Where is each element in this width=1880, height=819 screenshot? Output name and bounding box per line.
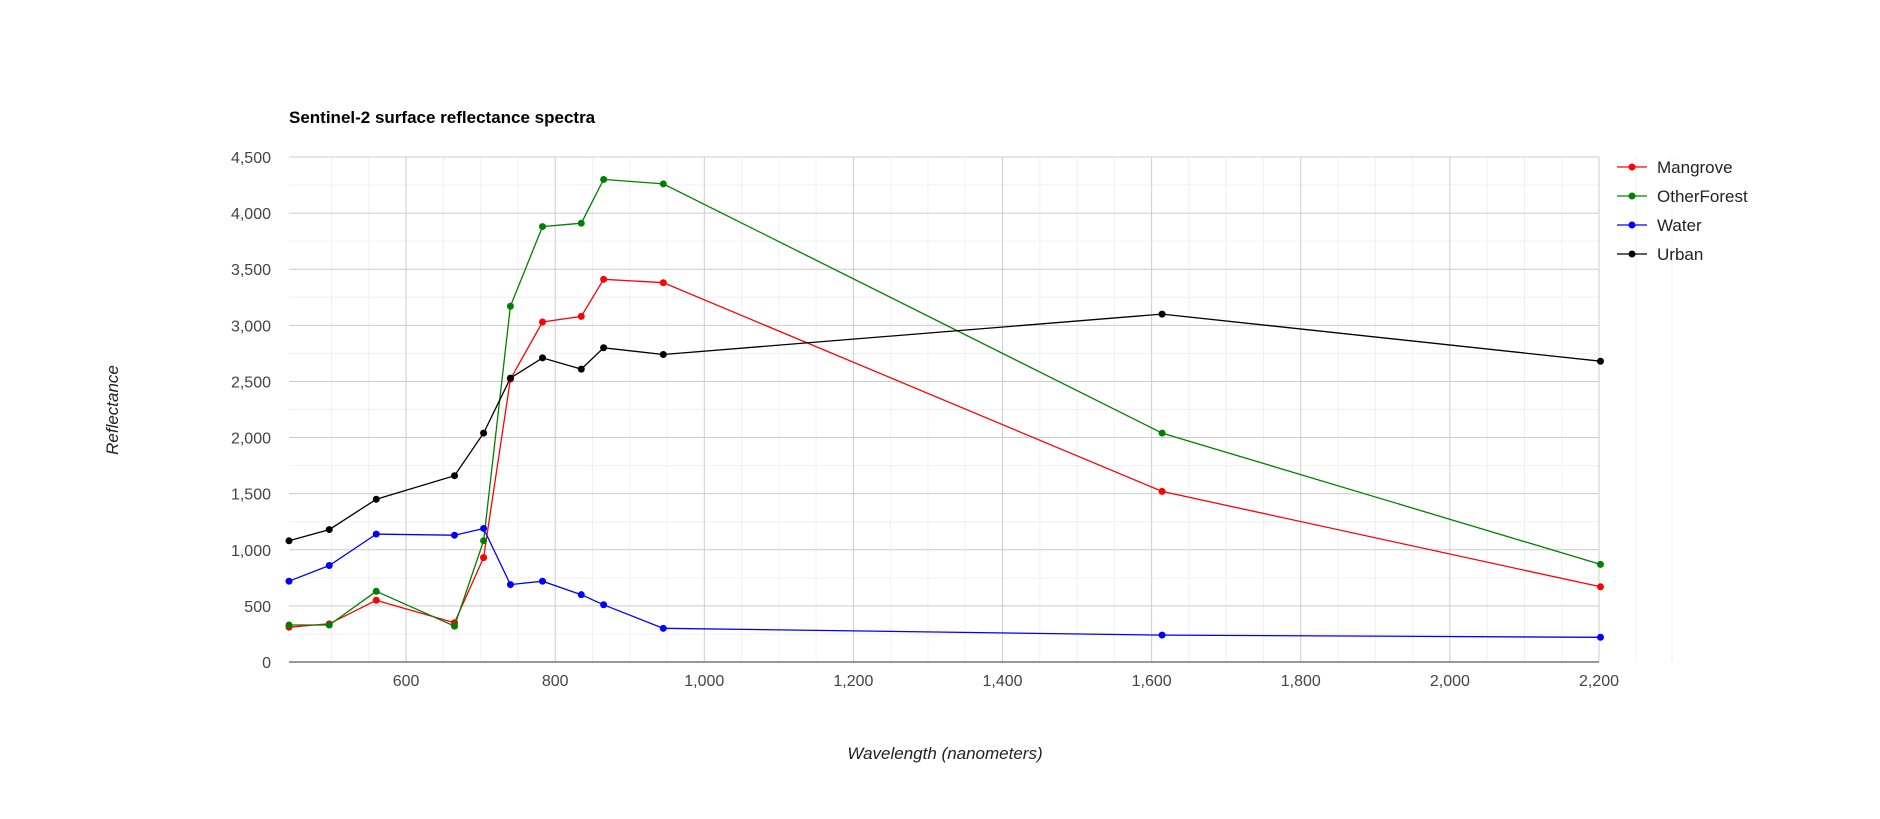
data-point-water[interactable] [285,577,293,585]
legend-label: Mangrove [1657,158,1733,177]
grid [289,156,1673,663]
data-point-mangrove[interactable] [1158,487,1166,495]
series-line-urban [288,313,1601,542]
legend-item-mangrove[interactable]: Mangrove [1617,158,1733,177]
legend-item-otherforest[interactable]: OtherForest [1617,187,1748,206]
series-water [285,524,1604,641]
data-point-urban[interactable] [480,429,488,437]
data-point-water[interactable] [372,530,380,538]
data-point-urban[interactable] [451,472,459,480]
data-point-mangrove[interactable] [1596,583,1604,591]
x-tick-label: 1,800 [1281,673,1321,690]
data-point-otherforest[interactable] [285,621,293,629]
data-point-mangrove[interactable] [577,312,585,320]
series-line-otherforest [289,178,1601,627]
data-point-mangrove[interactable] [372,596,380,604]
legend-label: Urban [1657,245,1703,264]
data-point-mangrove[interactable] [480,554,488,562]
data-point-otherforest[interactable] [600,175,608,183]
data-point-otherforest[interactable] [577,219,585,227]
data-point-urban[interactable] [325,526,333,534]
data-point-urban[interactable] [506,374,514,382]
data-point-otherforest[interactable] [659,180,667,188]
x-tick-label: 2,000 [1430,673,1470,690]
data-point-mangrove[interactable] [539,318,547,326]
data-point-otherforest[interactable] [451,622,459,630]
data-point-otherforest[interactable] [372,587,380,595]
y-tick-label: 4,000 [231,206,271,223]
legend-swatch-marker [1628,163,1636,171]
data-point-otherforest[interactable] [1596,560,1604,568]
data-point-water[interactable] [577,591,585,599]
y-tick-label: 0 [262,655,271,672]
data-point-water[interactable] [506,581,514,589]
data-point-water[interactable] [600,601,608,609]
series-line-water [288,527,1601,638]
y-tick-label: 3,000 [231,318,271,335]
data-point-urban[interactable] [285,537,293,545]
data-point-water[interactable] [1596,633,1604,641]
y-tick-label: 1,500 [231,487,271,504]
x-tick-label: 800 [542,673,569,690]
data-point-water[interactable] [539,577,547,585]
y-tick-label: 2,000 [231,431,271,448]
y-tick-label: 1,000 [231,543,271,560]
legend-label: Water [1657,216,1702,235]
data-point-otherforest[interactable] [506,302,514,310]
data-point-water[interactable] [451,531,459,539]
data-point-otherforest[interactable] [480,537,488,545]
data-point-urban[interactable] [600,344,608,352]
series-otherforest [285,175,1604,630]
series-layer [285,175,1604,641]
data-point-urban[interactable] [1596,357,1604,365]
legend-swatch-marker [1628,221,1636,229]
data-point-water[interactable] [659,624,667,632]
x-tick-label: 1,400 [983,673,1023,690]
data-point-otherforest[interactable] [539,223,547,231]
data-point-urban[interactable] [372,495,380,503]
y-tick-label: 2,500 [231,374,271,391]
legend-item-urban[interactable]: Urban [1617,245,1703,264]
data-point-water[interactable] [325,561,333,569]
legend-swatch-marker [1628,250,1636,258]
x-tick-label: 600 [393,673,420,690]
data-point-urban[interactable] [659,351,667,359]
x-tick-label: 2,200 [1579,673,1619,690]
legend-label: OtherForest [1657,187,1748,206]
x-tick-label: 1,600 [1132,673,1172,690]
data-point-mangrove[interactable] [659,279,667,287]
chart-title: Sentinel-2 surface reflectance spectra [289,108,596,127]
x-axis-title: Wavelength (nanometers) [847,744,1042,763]
series-line-mangrove [288,278,1601,628]
legend-swatch-marker [1628,192,1636,200]
data-point-urban[interactable] [577,365,585,373]
x-tick-label: 1,200 [833,673,873,690]
data-point-urban[interactable] [539,354,547,362]
data-point-mangrove[interactable] [600,275,608,283]
y-tick-label: 4,500 [231,150,271,167]
x-tick-label: 1,000 [684,673,724,690]
legend: Mangrove OtherForest Water Urban [1617,158,1748,264]
y-tick-label: 3,500 [231,262,271,279]
data-point-otherforest[interactable] [325,621,333,629]
y-tick-label: 500 [244,599,271,616]
data-point-water[interactable] [480,524,488,532]
y-axis-title: Reflectance [103,365,122,455]
data-point-otherforest[interactable] [1158,429,1166,437]
series-urban [285,310,1604,545]
legend-item-water[interactable]: Water [1617,216,1702,235]
data-point-water[interactable] [1158,631,1166,639]
data-point-urban[interactable] [1158,310,1166,318]
axes: 0 500 1,000 1,500 2,000 2,500 3,000 3,500 4,000 4… [231,150,1619,690]
